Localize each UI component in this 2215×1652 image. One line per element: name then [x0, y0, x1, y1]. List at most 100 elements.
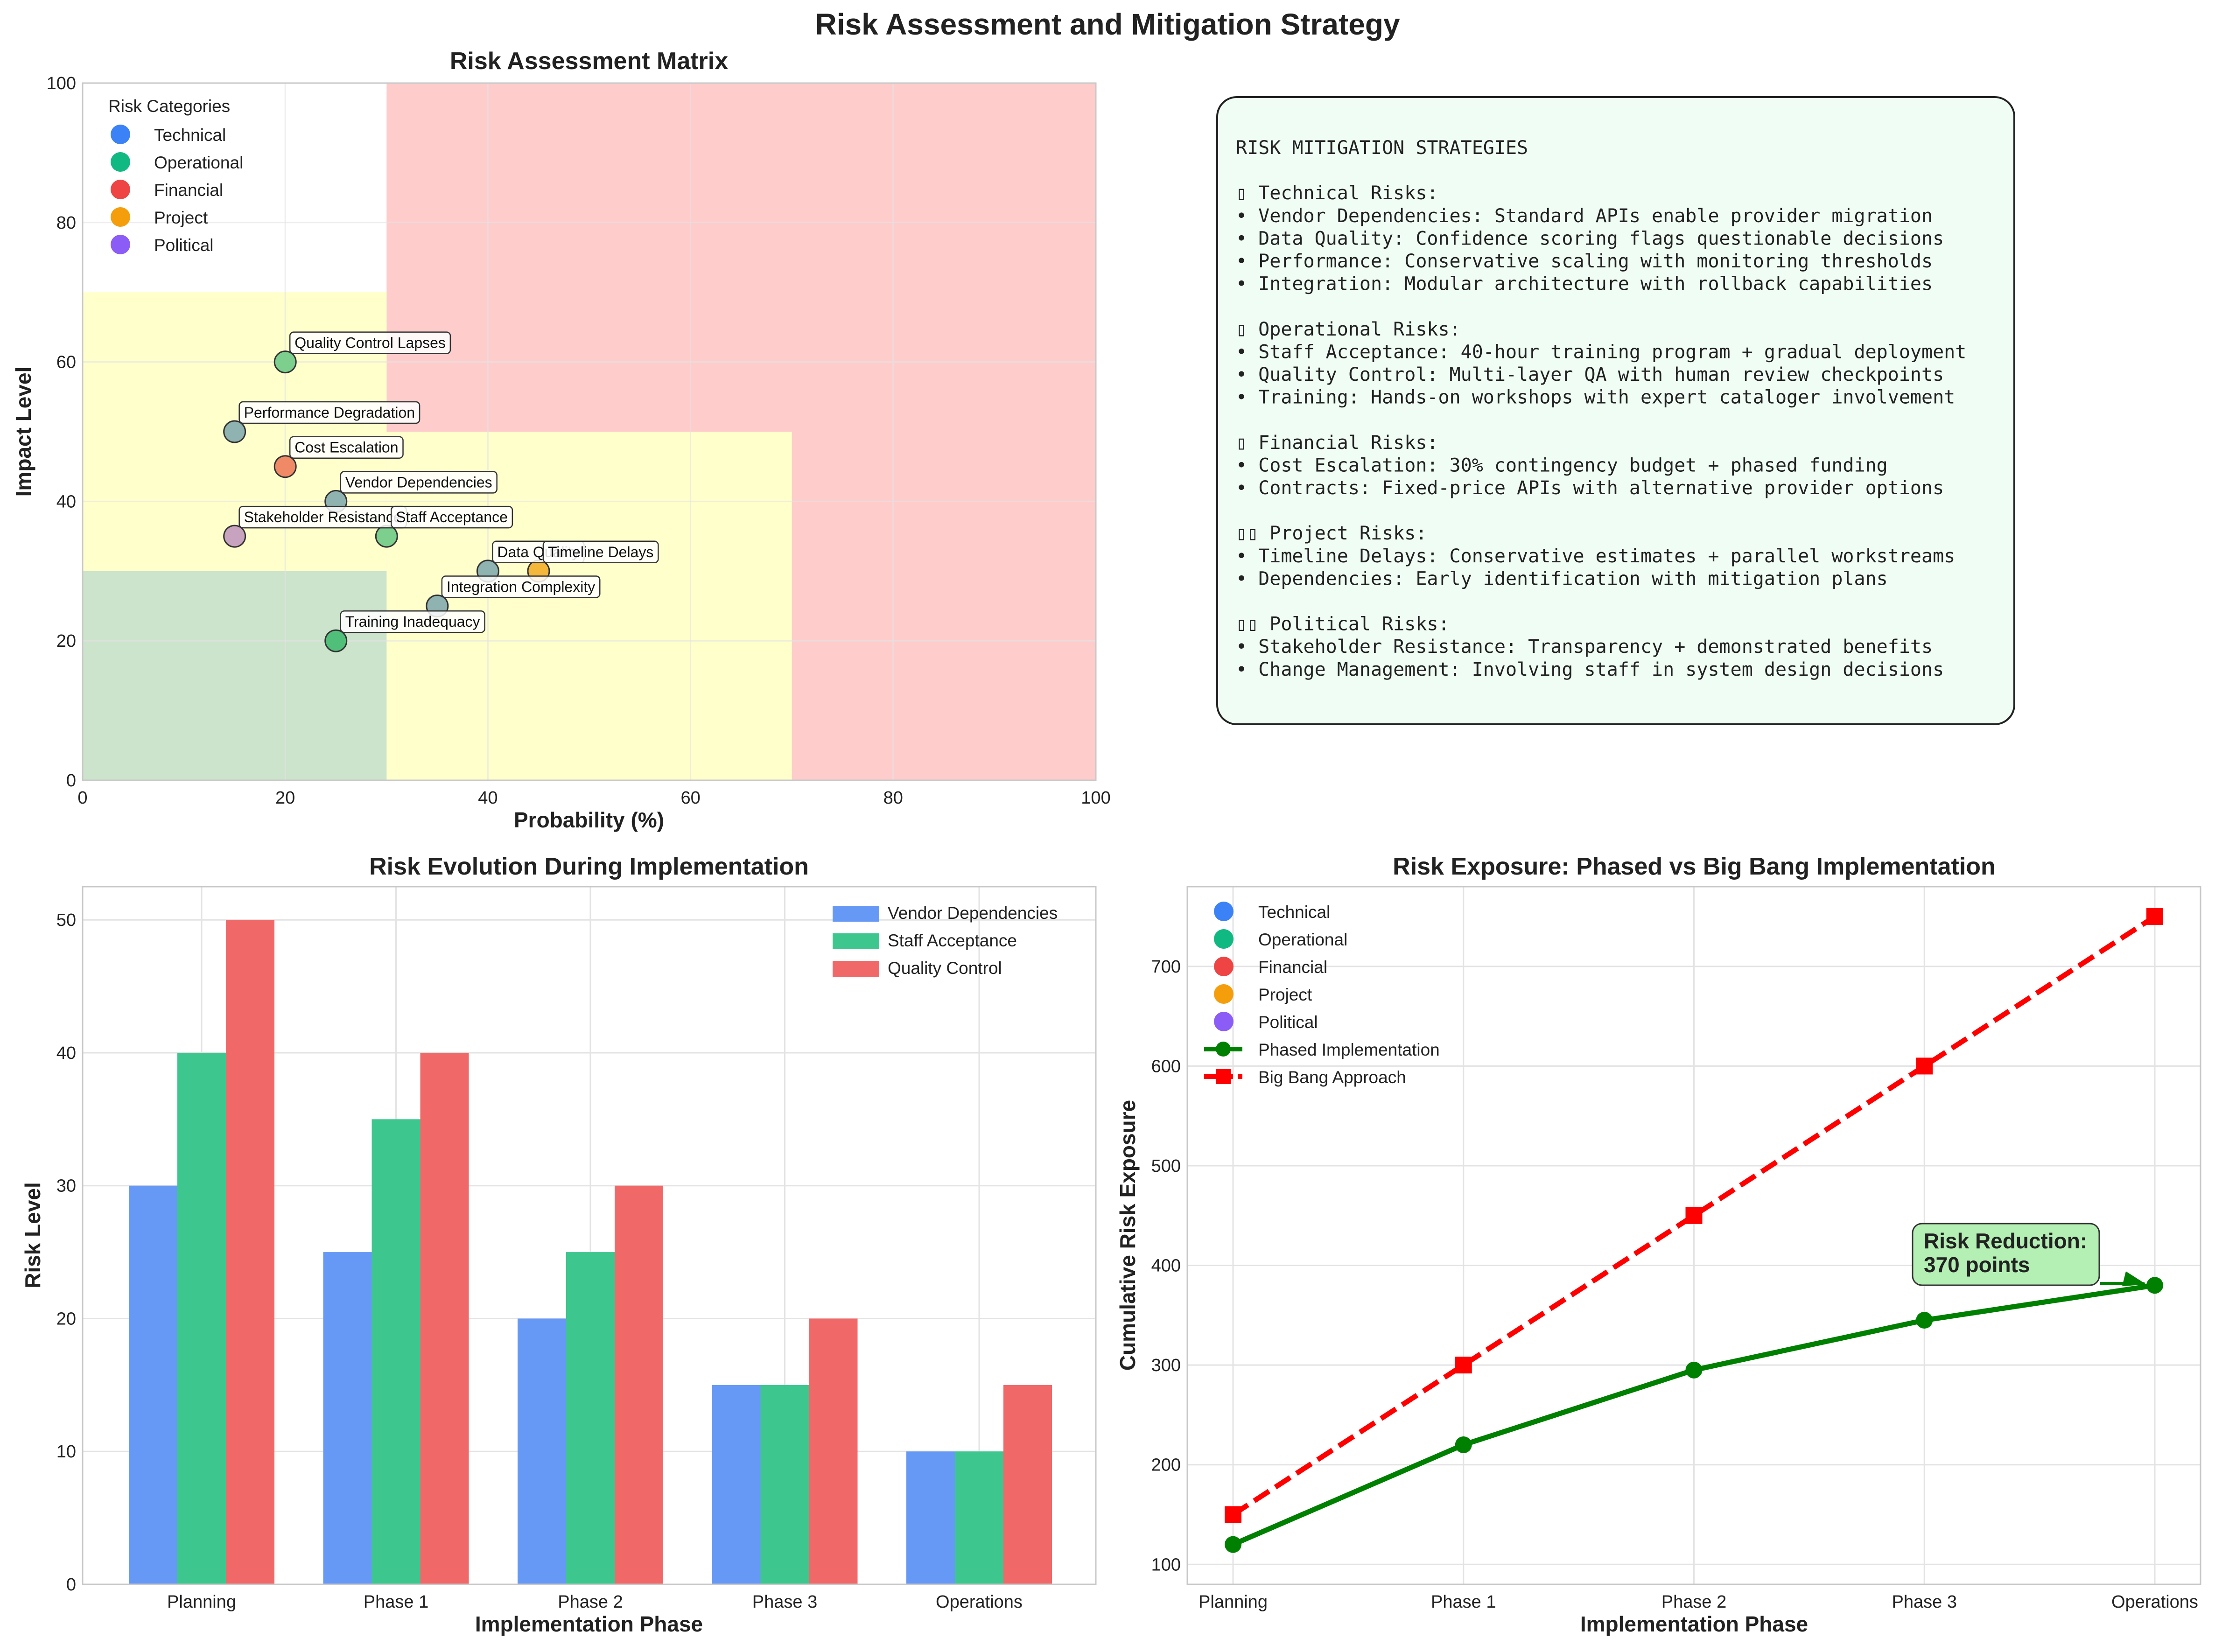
bar — [809, 1318, 858, 1584]
risk-evolution-bars — [129, 920, 1052, 1584]
risk-matrix-xlabel: Probability (%) — [514, 808, 664, 832]
mitigation-strategies-panel: RISK MITIGATION STRATEGIES ▯ Technical Ri… — [1216, 96, 2015, 725]
risk-exposure-ylabel: Cumulative Risk Exposure — [1115, 1100, 1140, 1371]
figure-title: Risk Assessment and Mitigation Strategy — [815, 7, 1400, 41]
strategy-line: • Stakeholder Resistance: Transparency +… — [1236, 636, 1933, 658]
strategy-line: • Training: Hands-on workshops with expe… — [1236, 387, 1955, 408]
category-label: Phase 2 — [558, 1592, 623, 1612]
strategy-line: • Staff Acceptance: 40-hour training pro… — [1236, 341, 1966, 363]
risk-evolution-ylabel: Risk Level — [21, 1182, 45, 1288]
y-tick-label: 50 — [56, 910, 76, 930]
category-label: Operations — [2111, 1592, 2198, 1612]
bar — [615, 1185, 663, 1584]
y-tick-label: 500 — [1151, 1156, 1181, 1176]
risk-exposure-lines — [1225, 908, 2163, 1553]
legend-label: Quality Control — [888, 959, 1002, 978]
legend-title: Risk Categories — [108, 97, 230, 116]
risk-point-label: Quality Control Lapses — [294, 335, 446, 351]
risk-point-label: Vendor Dependencies — [345, 474, 492, 490]
risk-exposure-panel: Planning Phase 1 Phase 2 Phase 3 Operations 1… — [1115, 853, 2201, 1636]
legend-marker — [111, 125, 130, 144]
legend-marker — [111, 235, 130, 254]
y-tick-label: 20 — [56, 1309, 76, 1329]
annotation-box — [1912, 1223, 2100, 1286]
risk-exposure-xlabel: Implementation Phase — [1580, 1612, 1808, 1636]
risk-point-label: Training Inadequacy — [345, 613, 480, 630]
risk-exposure-ticks: Planning Phase 1 Phase 2 Phase 3 Operations 1… — [1151, 957, 2198, 1612]
risk-evolution-frame — [82, 886, 1097, 1585]
risk-zone-low — [83, 571, 387, 780]
risk-label-box — [441, 575, 601, 598]
annotation-line1: Risk Reduction: — [1924, 1229, 2087, 1253]
risk-point-annotation: Cost Escalation — [289, 436, 404, 459]
bar — [518, 1318, 566, 1584]
x-tick-label: 40 — [478, 788, 498, 808]
phased-marker — [1685, 1361, 1703, 1379]
legend-label: Project — [1258, 985, 1312, 1004]
category-label: Planning — [1199, 1592, 1268, 1612]
y-tick-label: 0 — [66, 771, 76, 791]
x-tick-label: 60 — [680, 788, 700, 808]
category-label: Planning — [167, 1592, 236, 1612]
risk-reduction-annotation: Risk Reduction:370 points — [1912, 1223, 2146, 1287]
legend-marker — [1214, 929, 1234, 949]
bar — [420, 1052, 469, 1584]
risk-evolution-title: Risk Evolution During Implementation — [369, 853, 809, 880]
risk-evolution-legend: Vendor Dependencies Staff Acceptance Quali… — [833, 903, 1058, 978]
strategy-line: • Change Management: Involving staff in … — [1236, 659, 1944, 680]
risk-point-label: Stakeholder Resistance — [244, 509, 402, 525]
strategy-line: • Integration: Modular architecture with… — [1236, 273, 1933, 295]
bar — [955, 1451, 1003, 1584]
risk-exposure-title: Risk Exposure: Phased vs Big Bang Implem… — [1393, 853, 1996, 880]
category-label: Phase 3 — [1892, 1592, 1957, 1612]
y-tick-label: 600 — [1151, 1057, 1181, 1076]
category-label: Phase 2 — [1661, 1592, 1726, 1612]
legend-label: Financial — [1258, 958, 1327, 977]
legend-label: Phased Implementation — [1258, 1040, 1440, 1059]
annotation-arrowhead — [2122, 1271, 2146, 1287]
risk-matrix-title: Risk Assessment Matrix — [450, 48, 728, 75]
bar — [566, 1252, 615, 1584]
y-tick-label: 30 — [56, 1176, 76, 1196]
y-tick-label: 0 — [66, 1575, 76, 1595]
strategy-line: ▯▯ Project Risks: — [1236, 523, 1427, 544]
risk-point-labels: Quality Control Lapses Performance Degrad… — [238, 331, 659, 633]
category-label: Phase 1 — [364, 1592, 428, 1612]
strategy-line: ▯ Technical Risks: — [1236, 182, 1438, 204]
risk-point-annotation: Performance Degradation — [238, 401, 421, 424]
y-tick-label: 40 — [56, 1043, 76, 1063]
phased-marker — [1455, 1436, 1472, 1453]
risk-label-box — [340, 471, 498, 494]
legend-label: Project — [154, 208, 208, 227]
legend-label: Technical — [154, 126, 226, 145]
strategy-line: ▯▯ Political Risks: — [1236, 614, 1450, 635]
strategies-text: RISK MITIGATION STRATEGIES ▯ Technical Ri… — [1236, 137, 1966, 680]
legend-label: Technical — [1258, 903, 1330, 922]
strategy-line: • Data Quality: Confidence scoring flags… — [1236, 228, 1944, 249]
strategy-line: • Quality Control: Multi-layer QA with h… — [1236, 364, 1944, 385]
risk-matrix-frame — [82, 82, 1097, 781]
legend-label: Operational — [1258, 930, 1347, 949]
strategy-line: ▯ Operational Risks: — [1236, 319, 1461, 340]
legend-swatch — [833, 933, 879, 949]
legend-marker — [111, 207, 130, 227]
legend-label: Operational — [154, 153, 243, 172]
risk-matrix-ylabel: Impact Level — [11, 367, 35, 497]
legend-swatch — [833, 961, 879, 977]
risk-categories-legend: Risk Categories Technical Operational Fina… — [108, 97, 243, 255]
bar — [906, 1451, 955, 1584]
risk-evolution-ticks: Planning Phase 1 Phase 2 Phase 3 Operations 0… — [56, 910, 1023, 1612]
legend-label: Political — [1258, 1013, 1318, 1032]
risk-point-annotation: Stakeholder Resistance — [238, 505, 407, 529]
risk-point — [223, 420, 246, 443]
risk-point — [324, 629, 348, 652]
bar — [760, 1385, 809, 1584]
risk-point — [375, 525, 398, 548]
bigbang-marker — [2146, 908, 2163, 925]
strategy-line: • Cost Escalation: 30% contingency budge… — [1236, 455, 1888, 476]
y-tick-label: 200 — [1151, 1456, 1181, 1475]
bigbang-marker — [1225, 1506, 1241, 1523]
risk-exposure-grid — [1187, 887, 2201, 1584]
category-label: Phase 1 — [1431, 1592, 1496, 1612]
y-tick-label: 60 — [56, 353, 76, 372]
